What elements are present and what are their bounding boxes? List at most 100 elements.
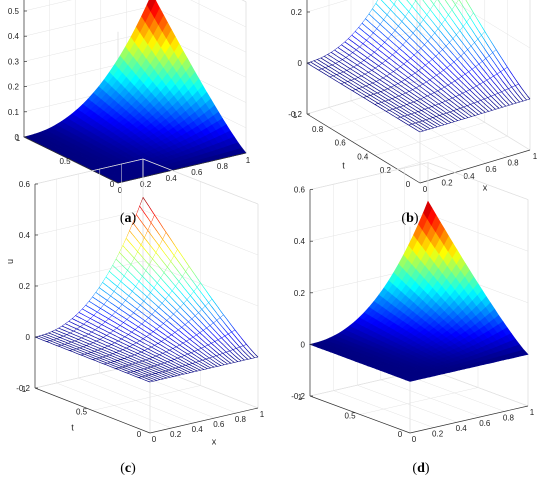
mesh-line bbox=[455, 4, 459, 10]
mesh-line bbox=[410, 57, 414, 61]
mesh-line bbox=[389, 109, 393, 113]
mesh-line bbox=[484, 64, 489, 69]
mesh-line bbox=[174, 356, 178, 359]
mesh-line bbox=[61, 342, 65, 345]
mesh-line bbox=[358, 88, 363, 91]
mesh-line bbox=[431, 123, 435, 126]
mesh-line bbox=[217, 343, 221, 348]
mesh-line bbox=[379, 24, 384, 28]
mesh-line bbox=[442, 75, 447, 79]
mesh-line bbox=[116, 346, 121, 349]
mesh-line bbox=[87, 354, 91, 357]
mesh-line bbox=[341, 80, 345, 83]
mesh-line bbox=[114, 356, 119, 359]
mesh-line bbox=[520, 97, 524, 102]
mesh-line bbox=[197, 324, 201, 328]
mesh-line bbox=[486, 79, 490, 84]
mesh-line bbox=[448, 10, 452, 15]
mesh-line bbox=[165, 291, 170, 296]
mesh-line bbox=[470, 104, 474, 107]
mesh-line bbox=[117, 360, 121, 363]
mesh-line bbox=[137, 302, 141, 306]
mesh-line bbox=[231, 325, 236, 331]
mesh-line bbox=[395, 48, 399, 52]
mesh-line bbox=[479, 57, 483, 62]
mesh-line bbox=[493, 75, 497, 80]
mesh-line bbox=[151, 276, 155, 281]
mesh-line bbox=[229, 322, 233, 327]
mesh-line bbox=[210, 350, 214, 354]
mesh-line bbox=[211, 365, 215, 368]
mesh-line bbox=[183, 257, 187, 263]
mesh-line bbox=[102, 315, 106, 318]
mesh-line bbox=[185, 271, 189, 276]
mesh-line bbox=[67, 345, 71, 347]
mesh-line bbox=[127, 356, 131, 359]
mesh-line bbox=[475, 60, 480, 65]
mesh-line bbox=[193, 298, 197, 303]
mesh-line bbox=[394, 30, 398, 34]
t-tick-label: 0.5 bbox=[76, 408, 88, 417]
mesh-line bbox=[215, 355, 220, 359]
mesh-line bbox=[88, 306, 92, 309]
mesh-line bbox=[481, 31, 485, 35]
mesh-line bbox=[469, 107, 474, 111]
mesh-line bbox=[159, 354, 163, 357]
mesh-line bbox=[95, 343, 100, 346]
mesh-line bbox=[209, 298, 213, 303]
mesh-line bbox=[501, 58, 505, 63]
mesh-line bbox=[407, 77, 412, 80]
mesh-line bbox=[124, 311, 128, 315]
mesh-line bbox=[114, 345, 118, 348]
mesh-line bbox=[333, 57, 337, 61]
mesh-line bbox=[395, 25, 399, 30]
mesh-line bbox=[417, 111, 422, 114]
mesh-line bbox=[59, 336, 63, 338]
mesh-line bbox=[134, 293, 139, 297]
mesh-line bbox=[415, 91, 419, 94]
mesh-line bbox=[357, 93, 361, 97]
mesh-line bbox=[141, 378, 145, 381]
mesh-line bbox=[118, 337, 122, 340]
mesh-line bbox=[377, 69, 382, 73]
mesh-line bbox=[402, 68, 407, 72]
mesh-line bbox=[413, 87, 417, 90]
mesh-line bbox=[507, 93, 511, 98]
mesh-line bbox=[399, 106, 403, 109]
mesh-line bbox=[442, 49, 446, 53]
mesh-line bbox=[340, 49, 344, 52]
mesh-line bbox=[365, 70, 369, 73]
mesh-line bbox=[384, 86, 388, 89]
mesh-line bbox=[517, 94, 521, 99]
mesh-line bbox=[429, 50, 434, 54]
mesh-line bbox=[182, 341, 186, 344]
mesh-line bbox=[409, 33, 413, 38]
mesh-line bbox=[129, 280, 134, 285]
mesh-line bbox=[449, 111, 453, 115]
mesh-line bbox=[361, 29, 365, 33]
mesh-line bbox=[194, 369, 198, 372]
mesh-line bbox=[186, 340, 190, 344]
mesh-line bbox=[150, 364, 155, 367]
mesh-line bbox=[41, 336, 45, 339]
mesh-line bbox=[390, 85, 394, 88]
mesh-line bbox=[378, 37, 383, 41]
mesh-line bbox=[140, 351, 145, 354]
mesh-line bbox=[178, 348, 183, 351]
mesh-line bbox=[412, 107, 416, 111]
mesh-line bbox=[408, 49, 412, 53]
mesh-line bbox=[473, 56, 477, 61]
mesh-line bbox=[443, 64, 448, 68]
mesh-line bbox=[168, 301, 172, 306]
mesh-line bbox=[416, 20, 421, 25]
mesh-line bbox=[81, 313, 85, 316]
mesh-line bbox=[160, 223, 164, 229]
mesh-line bbox=[94, 348, 99, 351]
mesh-line bbox=[114, 360, 118, 362]
mesh-line bbox=[203, 368, 207, 370]
mesh-line bbox=[469, 17, 474, 23]
mesh-line bbox=[429, 56, 433, 60]
mesh-line bbox=[195, 302, 200, 307]
mesh-line bbox=[134, 300, 138, 304]
mesh-line bbox=[367, 57, 371, 61]
